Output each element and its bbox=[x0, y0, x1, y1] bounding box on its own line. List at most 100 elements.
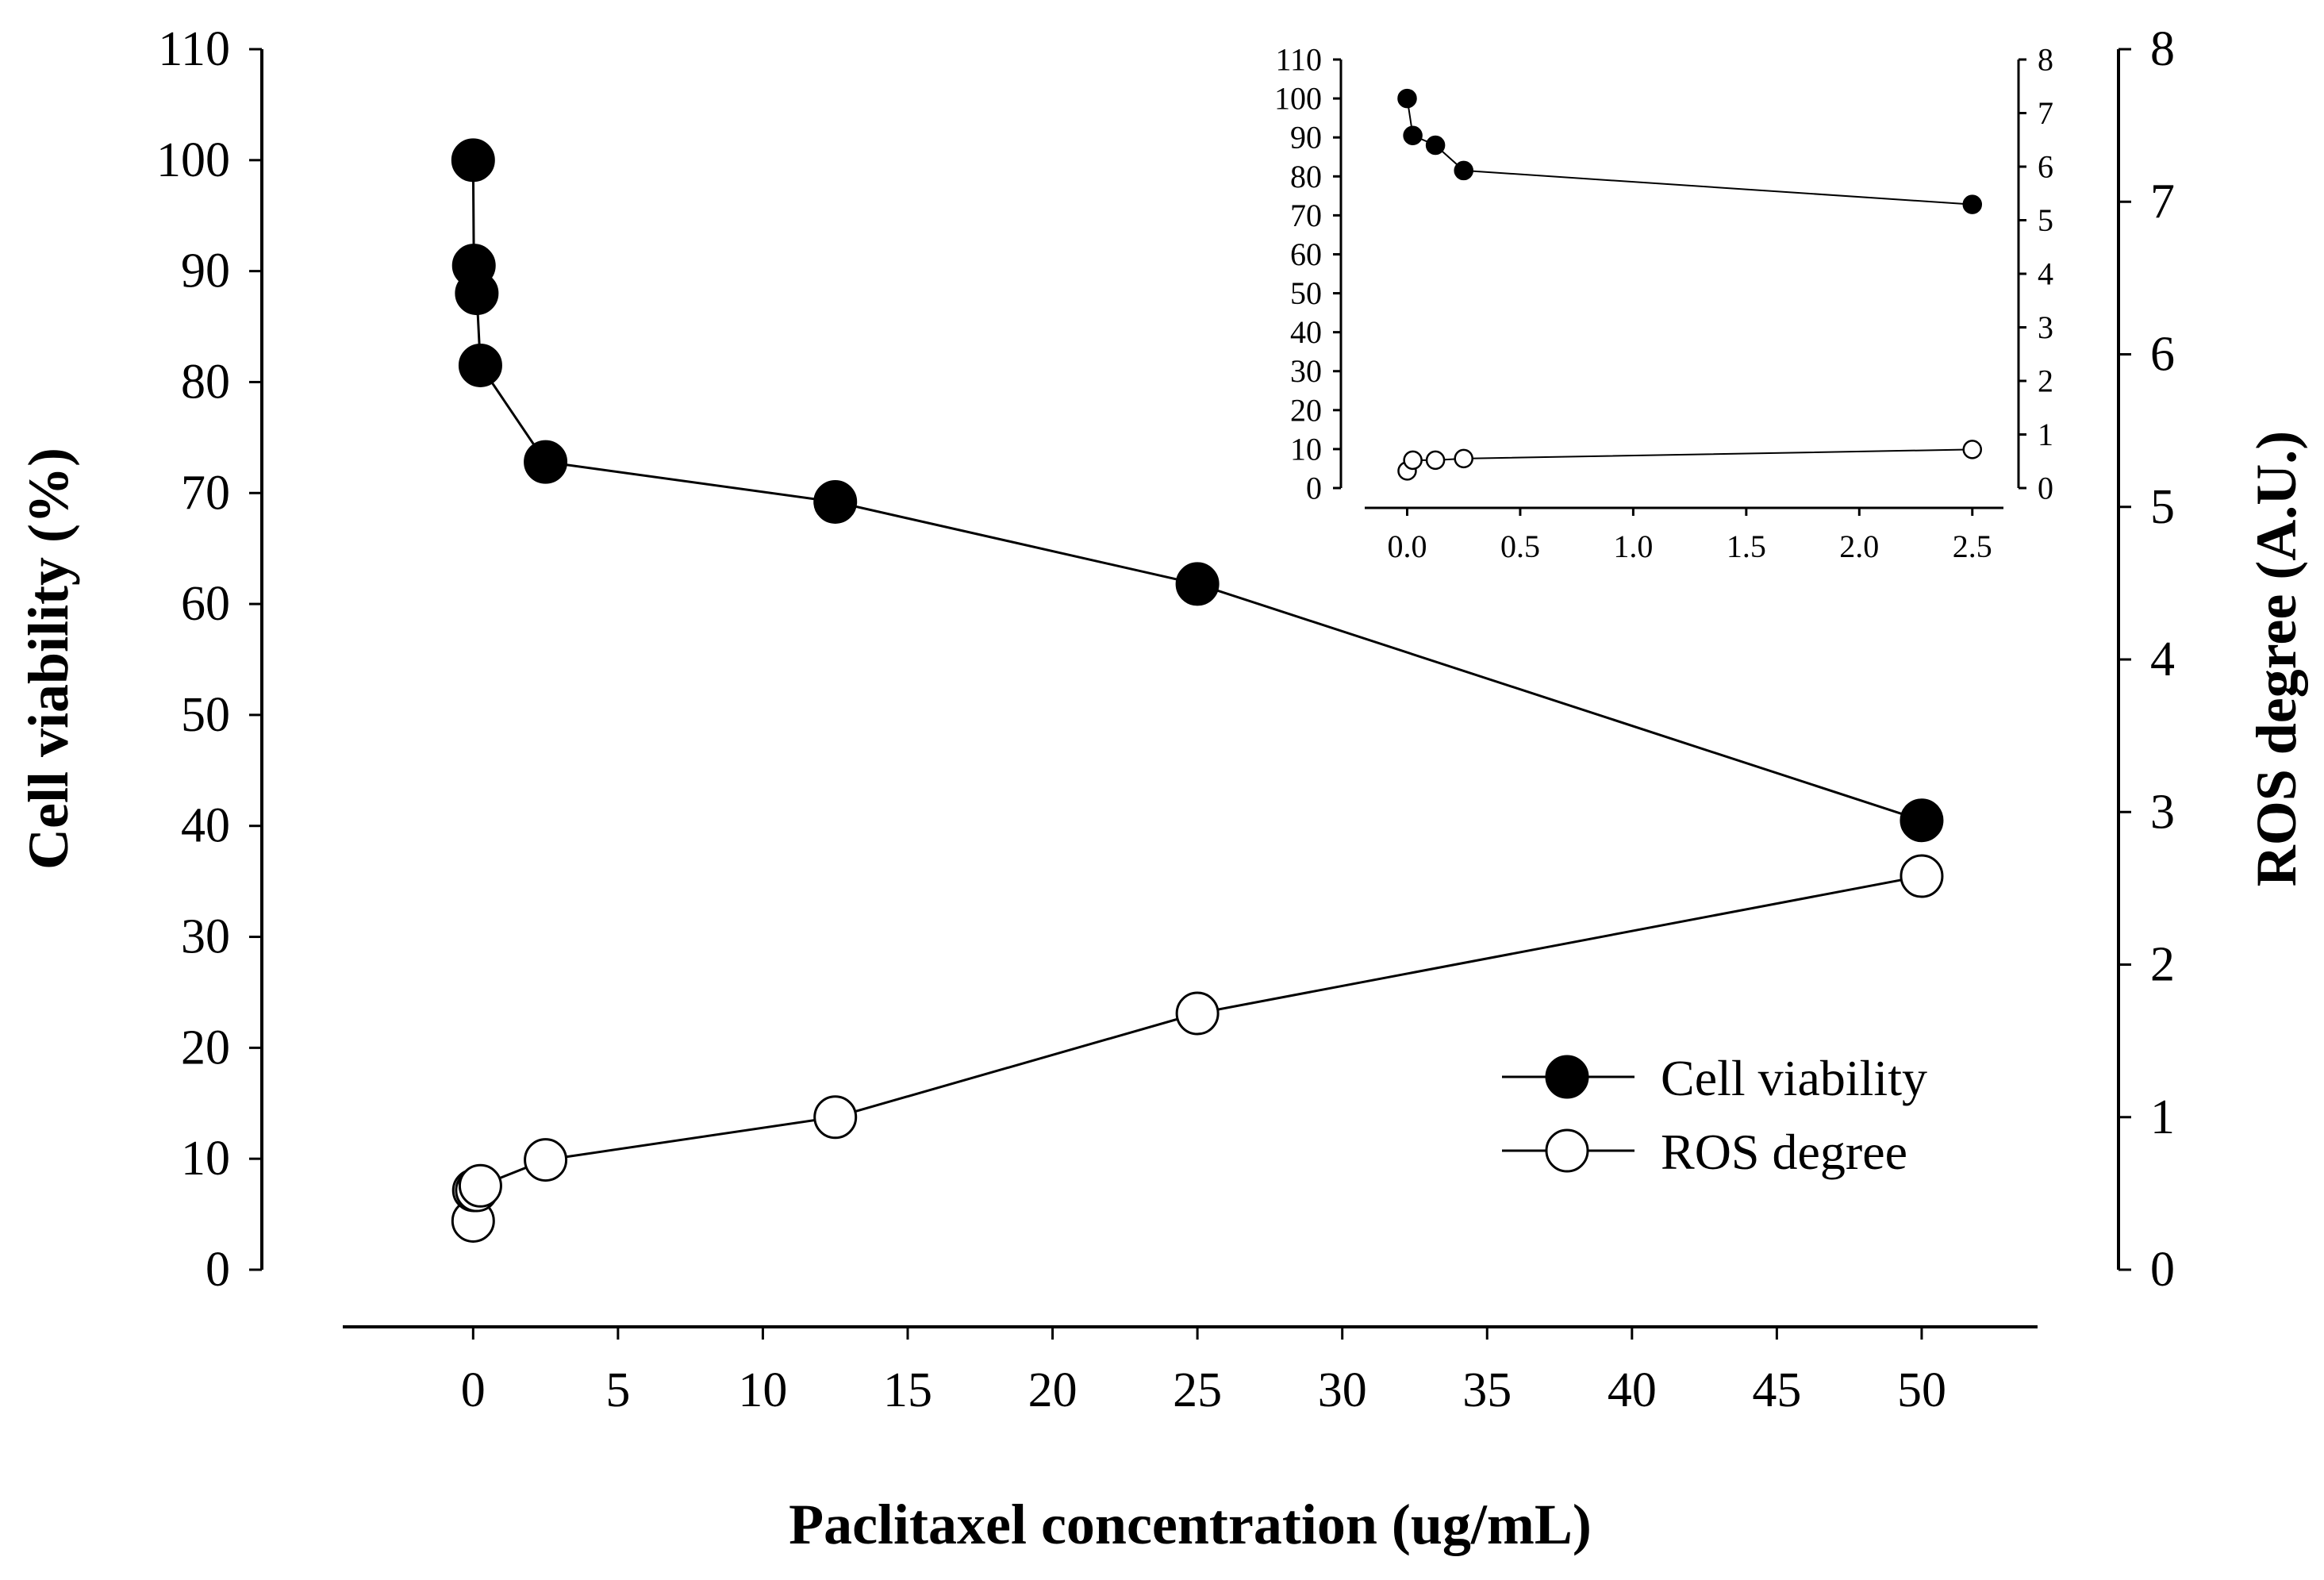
x-axis-title: Paclitaxel concentration (ug/mL) bbox=[789, 1493, 1592, 1556]
inset-y-tick-label-0: 0 bbox=[1306, 471, 1322, 506]
inset-x-tick-label-1.0: 1.0 bbox=[1613, 529, 1653, 564]
inset-point-cell-viability-0 bbox=[1397, 88, 1417, 109]
inset-y-tick-label-90: 90 bbox=[1290, 120, 1322, 156]
main-x-tick-label-45: 45 bbox=[1752, 1363, 1801, 1417]
main-y2-tick-label-4: 4 bbox=[2150, 632, 2175, 686]
inset-point-cell-viability-3 bbox=[1454, 160, 1473, 181]
inset-y-tick-label-50: 50 bbox=[1290, 275, 1322, 311]
main-y2-tick-label-7: 7 bbox=[2150, 175, 2175, 229]
main-y-tick-label-40: 40 bbox=[181, 799, 230, 853]
main-y-tick-label-80: 80 bbox=[181, 355, 230, 409]
legend-marker-cell-viability bbox=[1545, 1055, 1589, 1099]
inset-x-tick-label-2.0: 2.0 bbox=[1839, 529, 1879, 564]
main-y2-tick-label-5: 5 bbox=[2150, 480, 2175, 534]
inset-y2-tick-label-0: 0 bbox=[2038, 471, 2053, 506]
inset-y2-tick-label-8: 8 bbox=[2038, 42, 2053, 78]
main-line-cell-viability bbox=[471, 160, 1923, 822]
inset-y-tick-label-10: 10 bbox=[1290, 431, 1322, 467]
main-y2-tick-label-6: 6 bbox=[2150, 328, 2175, 382]
inset-y-tick-label-20: 20 bbox=[1290, 392, 1322, 428]
main-point-ros-degree-4 bbox=[524, 1138, 568, 1182]
main-x-tick-label-25: 25 bbox=[1173, 1363, 1222, 1417]
main-y2-tick-label-3: 3 bbox=[2150, 785, 2175, 839]
inset-y-tick-label-80: 80 bbox=[1290, 159, 1322, 194]
main-y-tick-label-20: 20 bbox=[181, 1021, 230, 1074]
main-x-tick-label-20: 20 bbox=[1028, 1363, 1077, 1417]
main-y-tick-label-90: 90 bbox=[181, 244, 230, 298]
inset-point-ros-degree-4 bbox=[1962, 440, 1983, 459]
inset-x-tick-label-0.5: 0.5 bbox=[1500, 529, 1540, 564]
inset-y-tick-label-70: 70 bbox=[1290, 198, 1322, 233]
legend-label-ros-degree: ROS degree bbox=[1661, 1124, 1907, 1180]
main-x-tick-label-40: 40 bbox=[1608, 1363, 1657, 1417]
inset-y-tick-label-110: 110 bbox=[1275, 42, 1322, 78]
main-y-tick-label-60: 60 bbox=[181, 577, 230, 631]
main-point-cell-viability-3 bbox=[458, 343, 502, 387]
inset-y2-tick-label-6: 6 bbox=[2038, 149, 2053, 185]
inset-y2-tick-label-2: 2 bbox=[2038, 363, 2053, 399]
y-axis-title: Cell viability (%) bbox=[17, 448, 80, 870]
main-y-tick-label-110: 110 bbox=[158, 22, 230, 76]
main-y-tick-label-70: 70 bbox=[181, 466, 230, 520]
main-y2-tick-label-8: 8 bbox=[2150, 22, 2175, 76]
main-point-cell-viability-7 bbox=[1900, 798, 1944, 843]
main-left-axis-ticks: 0 10 20 30 40 50 60 70 80 90 100 110 bbox=[156, 22, 262, 1297]
inset-y2-tick-label-4: 4 bbox=[2038, 256, 2053, 292]
inset-point-ros-degree-3 bbox=[1454, 448, 1473, 469]
inset-line-cell-viability bbox=[1406, 98, 1973, 206]
main-point-cell-viability-6 bbox=[1175, 562, 1220, 606]
main-point-ros-degree-6 bbox=[1175, 991, 1220, 1036]
inset-y2-tick-label-5: 5 bbox=[2038, 202, 2053, 238]
legend-marker-ros-degree bbox=[1545, 1128, 1589, 1173]
inset-x-axis-ticks: 0.0 0.5 1.0 1.5 2.0 2.5 bbox=[1387, 508, 1992, 564]
main-x-tick-label-5: 5 bbox=[605, 1363, 630, 1417]
legend: Cell viability ROS degree bbox=[1502, 1050, 1927, 1180]
main-y-tick-label-0: 0 bbox=[206, 1243, 230, 1297]
legend-label-cell-viability: Cell viability bbox=[1661, 1050, 1927, 1106]
inset-point-cell-viability-1 bbox=[1403, 125, 1423, 145]
inset-y-tick-label-40: 40 bbox=[1290, 314, 1322, 350]
inset-y-tick-label-100: 100 bbox=[1274, 81, 1322, 117]
inset-y2-tick-label-1: 1 bbox=[2038, 417, 2053, 452]
main-x-tick-label-35: 35 bbox=[1462, 1363, 1512, 1417]
main-x-tick-label-10: 10 bbox=[738, 1363, 787, 1417]
inset-point-ros-degree-1 bbox=[1403, 450, 1423, 471]
main-right-axis-ticks: 0 1 2 3 4 5 6 7 8 bbox=[2118, 22, 2175, 1297]
main-x-tick-label-0: 0 bbox=[461, 1363, 486, 1417]
inset-point-cell-viability-4 bbox=[1962, 194, 1983, 214]
main-y2-tick-label-0: 0 bbox=[2150, 1243, 2175, 1297]
main-point-cell-viability-2 bbox=[455, 271, 499, 316]
main-point-cell-viability-0 bbox=[451, 138, 495, 183]
main-point-ros-degree-7 bbox=[1900, 854, 1944, 898]
main-y-tick-label-30: 30 bbox=[181, 910, 230, 964]
inset-y-tick-label-60: 60 bbox=[1290, 236, 1322, 272]
main-point-cell-viability-5 bbox=[813, 479, 858, 524]
main-point-cell-viability-4 bbox=[524, 440, 568, 484]
inset-right-axis-ticks: 0 1 2 3 4 5 6 7 8 bbox=[2019, 42, 2053, 506]
inset-y2-tick-label-3: 3 bbox=[2038, 309, 2053, 345]
inset-x-tick-label-2.5: 2.5 bbox=[1953, 529, 1992, 564]
main-x-axis-ticks: 0 5 10 15 20 25 30 35 40 45 50 bbox=[461, 1327, 1946, 1417]
main-y2-tick-label-1: 1 bbox=[2150, 1090, 2175, 1144]
main-y2-tick-label-2: 2 bbox=[2150, 938, 2175, 992]
main-x-tick-label-30: 30 bbox=[1318, 1363, 1367, 1417]
inset-y-tick-label-30: 30 bbox=[1290, 353, 1322, 389]
main-x-tick-label-15: 15 bbox=[883, 1363, 932, 1417]
main-y-tick-label-50: 50 bbox=[181, 688, 230, 742]
inset-point-cell-viability-2 bbox=[1425, 135, 1446, 156]
inset-line-ros-degree bbox=[1406, 448, 1973, 471]
main-x-tick-label-50: 50 bbox=[1897, 1363, 1946, 1417]
inset-series-markers bbox=[1397, 88, 1983, 481]
main-series-markers bbox=[451, 138, 1944, 1243]
inset-series-lines bbox=[1406, 98, 1973, 471]
main-point-ros-degree-3 bbox=[458, 1163, 502, 1208]
inset-y2-tick-label-7: 7 bbox=[2038, 95, 2053, 131]
inset-point-ros-degree-2 bbox=[1425, 450, 1446, 471]
main-y-tick-label-10: 10 bbox=[181, 1132, 230, 1186]
main-y-tick-label-100: 100 bbox=[156, 133, 230, 187]
inset-x-tick-label-1.5: 1.5 bbox=[1727, 529, 1766, 564]
